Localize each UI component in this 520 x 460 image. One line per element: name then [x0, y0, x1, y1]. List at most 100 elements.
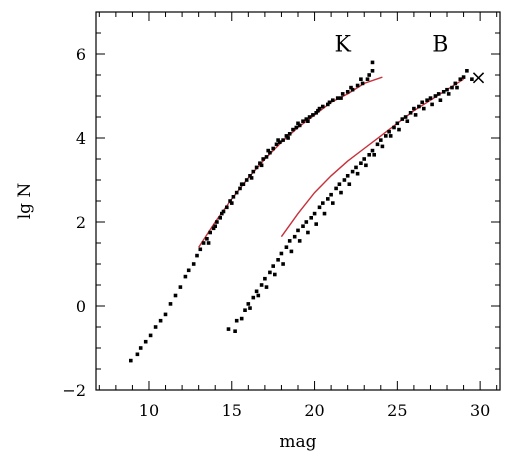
data-point-k: [370, 60, 375, 65]
data-point-k: [286, 136, 290, 140]
data-point-b: [296, 228, 300, 233]
data-point-k: [316, 108, 320, 113]
data-point-k: [135, 352, 140, 357]
data-point-k: [335, 96, 340, 100]
data-point-b: [254, 289, 259, 294]
data-point-b: [420, 100, 424, 105]
data-point-k: [195, 253, 199, 258]
data-point-k: [178, 285, 183, 289]
data-point-k: [281, 138, 285, 142]
data-point-b: [314, 222, 318, 226]
data-point-k: [213, 224, 217, 228]
data-point-k: [220, 211, 224, 216]
data-point-k: [340, 92, 345, 96]
data-point-b: [284, 245, 289, 249]
data-point-b: [412, 106, 416, 111]
data-point-b: [465, 69, 469, 73]
data-point-k: [163, 312, 168, 317]
data-point-b: [403, 115, 408, 119]
data-point-b: [256, 293, 261, 298]
data-point-k: [173, 293, 178, 298]
cross-marker: ×: [470, 65, 487, 89]
data-point-b: [276, 258, 280, 262]
data-point-b: [263, 276, 267, 281]
data-point-b: [306, 230, 310, 235]
data-point-b: [355, 171, 360, 176]
data-point-k: [327, 100, 332, 105]
data-point-k: [294, 125, 299, 130]
data-point-k: [304, 117, 309, 121]
data-point-b: [433, 94, 438, 98]
data-point-k: [218, 216, 222, 220]
data-point-k: [186, 268, 191, 273]
data-point-k: [191, 262, 196, 266]
data-point-b: [329, 192, 333, 197]
data-point-k: [261, 157, 265, 161]
data-point-b: [243, 308, 247, 312]
data-point-k: [244, 178, 249, 182]
data-point-k: [296, 121, 300, 126]
data-point-b: [438, 98, 443, 102]
plot-frame: [95, 11, 501, 391]
data-point-b: [388, 134, 393, 138]
data-point-b: [321, 201, 325, 205]
data-point-b: [470, 77, 474, 81]
y-tick-label: −2: [62, 381, 86, 400]
x-tick-label: 15: [222, 401, 242, 420]
data-point-b: [359, 161, 363, 165]
data-point-b: [395, 121, 400, 126]
data-point-b: [428, 96, 433, 100]
data-point-k: [251, 169, 256, 174]
data-point-k: [201, 241, 206, 245]
data-point-k: [291, 127, 295, 132]
x-tick-label: 25: [387, 401, 407, 420]
data-point-b: [304, 220, 309, 224]
data-point-k: [205, 237, 209, 241]
data-point-k: [198, 247, 203, 252]
data-points: [129, 60, 474, 363]
x-tick-label: 20: [304, 401, 324, 420]
data-point-b: [405, 119, 410, 123]
data-point-b: [289, 249, 294, 254]
data-point-b: [339, 190, 343, 195]
data-point-k: [148, 333, 153, 338]
tick-labels: 10 15 20 25 30 −2 0 2 4 6: [62, 45, 490, 420]
x-axis-title: mag: [279, 432, 316, 452]
data-point-b: [334, 186, 338, 191]
data-point-k: [314, 111, 318, 115]
data-point-b: [413, 113, 418, 117]
data-point-k: [268, 150, 272, 155]
data-point-b: [445, 87, 449, 92]
data-point-b: [375, 142, 380, 147]
data-point-k: [239, 182, 244, 186]
data-point-b: [246, 302, 251, 306]
data-point-b: [425, 98, 429, 102]
data-point-k: [370, 69, 375, 73]
series-label-k: K: [334, 33, 351, 58]
data-point-b: [446, 92, 451, 96]
data-point-k: [231, 195, 236, 199]
data-point-k: [317, 106, 322, 111]
axis-ticks: [96, 11, 500, 391]
data-point-k: [349, 85, 353, 90]
data-point-k: [307, 115, 312, 119]
data-point-k: [143, 339, 148, 344]
data-point-k: [345, 90, 350, 94]
data-point-k: [350, 87, 355, 92]
data-point-k: [360, 81, 365, 86]
data-point-b: [450, 85, 454, 90]
data-point-b: [297, 239, 302, 243]
data-point-k: [234, 190, 239, 195]
data-point-k: [211, 226, 216, 231]
data-point-k: [129, 358, 133, 363]
data-point-k: [183, 274, 188, 279]
data-point-k: [238, 186, 242, 191]
data-point-b: [264, 285, 269, 289]
data-point-k: [230, 201, 234, 205]
series-label-b: B: [432, 33, 448, 58]
data-point-k: [266, 148, 270, 153]
x-tick-label: 10: [139, 401, 159, 420]
data-point-k: [215, 220, 219, 224]
data-point-k: [355, 83, 360, 88]
data-point-b: [271, 264, 275, 268]
